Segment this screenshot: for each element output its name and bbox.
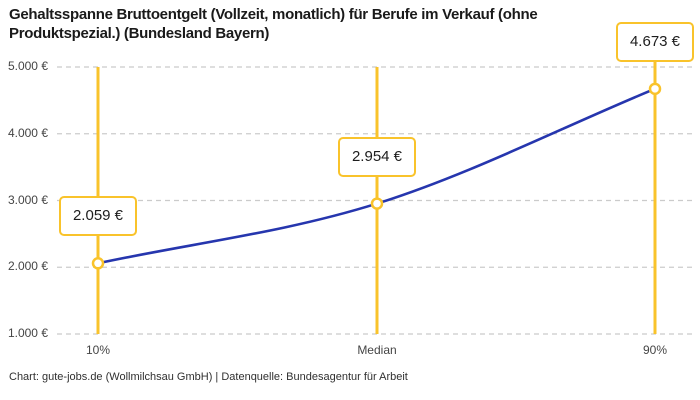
- y-axis-tick-label: 2.000 €: [7, 259, 48, 274]
- y-axis-tick-label: 1.000 €: [7, 326, 48, 340]
- y-axis-tick-label: 5.000 €: [7, 59, 48, 73]
- data-point-marker: [91, 257, 105, 270]
- y-axis-tick-label: 3.000 €: [7, 192, 48, 207]
- y-axis-tick-label: 4.000 €: [7, 125, 48, 140]
- value-label-box: 2.954 €: [338, 136, 416, 177]
- data-point-marker: [370, 197, 384, 210]
- chart-credit: Chart: gute-jobs.de (Wollmilchsau GmbH) …: [9, 371, 408, 383]
- x-axis-tick-label: 10%: [85, 343, 111, 357]
- value-label-box: 4.673 €: [616, 21, 694, 62]
- x-axis-tick-label: 90%: [642, 343, 668, 357]
- value-label-box: 2.059 €: [59, 196, 137, 237]
- x-axis-tick-label: Median: [357, 343, 397, 357]
- data-point-marker: [648, 82, 662, 96]
- chart-title: Gehaltsspanne Bruttoentgelt (Vollzeit, m…: [9, 6, 538, 43]
